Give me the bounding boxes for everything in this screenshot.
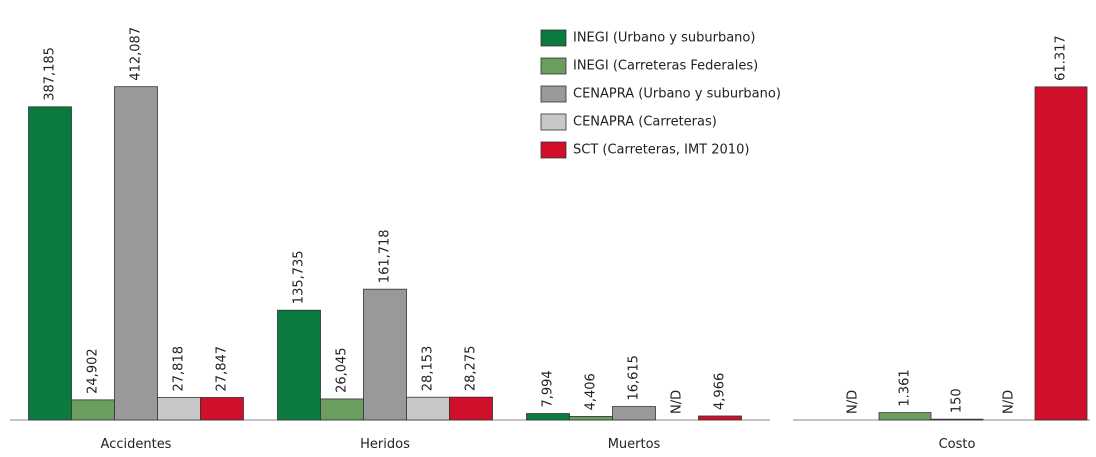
data-label: 16,615	[627, 355, 642, 401]
data-label: N/D	[1002, 390, 1017, 414]
legend-label: CENAPRA (Carreteras)	[573, 115, 717, 130]
data-label: 161,718	[378, 229, 393, 283]
data-label: 61.317	[1054, 35, 1069, 81]
data-label: 28,275	[464, 346, 479, 392]
bar	[277, 309, 321, 421]
data-label: 4,406	[584, 373, 599, 410]
bar	[200, 397, 244, 421]
data-label: 27,818	[172, 346, 187, 392]
x-tick-label: Heridos	[360, 437, 410, 452]
data-label: 135,735	[292, 250, 307, 304]
data-label: N/D	[670, 390, 685, 414]
legend-label: INEGI (Carreteras Federales)	[573, 59, 758, 74]
legend-label: CENAPRA (Urbano y suburbano)	[573, 87, 781, 102]
data-label: 7,994	[541, 370, 556, 407]
x-tick-label: Muertos	[608, 437, 661, 452]
x-tick-label: Accidentes	[101, 437, 172, 452]
data-label: 387,185	[43, 47, 58, 101]
bar	[449, 396, 493, 421]
bar	[878, 412, 932, 421]
data-label: N/D	[846, 390, 861, 414]
bar	[526, 413, 570, 421]
bar	[71, 399, 115, 421]
x-tick-label: Costo	[939, 437, 976, 452]
data-label: 412,087	[129, 27, 144, 81]
data-label: 28,153	[421, 346, 436, 392]
legend-label: SCT (Carreteras, IMT 2010)	[573, 143, 749, 158]
data-label: 4,966	[713, 373, 728, 410]
data-label: 27,847	[215, 346, 230, 392]
bar	[320, 398, 364, 421]
data-label: 26,045	[335, 347, 350, 393]
legend-swatch	[540, 85, 567, 103]
bar	[406, 396, 450, 421]
bar	[114, 86, 158, 421]
legend-swatch	[540, 57, 567, 75]
bar	[930, 418, 984, 421]
legend-swatch	[540, 29, 567, 47]
legend-swatch	[540, 113, 567, 131]
bar	[698, 415, 742, 421]
legend-label: INEGI (Urbano y suburbano)	[573, 31, 755, 46]
bar	[363, 288, 407, 421]
data-label: 1.361	[898, 369, 913, 406]
legend-swatch	[540, 141, 567, 159]
bar	[157, 397, 201, 421]
bar	[612, 406, 656, 421]
bar	[1034, 86, 1088, 421]
data-label: 150	[950, 388, 965, 413]
bar	[569, 416, 613, 421]
bar	[28, 106, 72, 421]
data-label: 24,902	[86, 348, 101, 394]
